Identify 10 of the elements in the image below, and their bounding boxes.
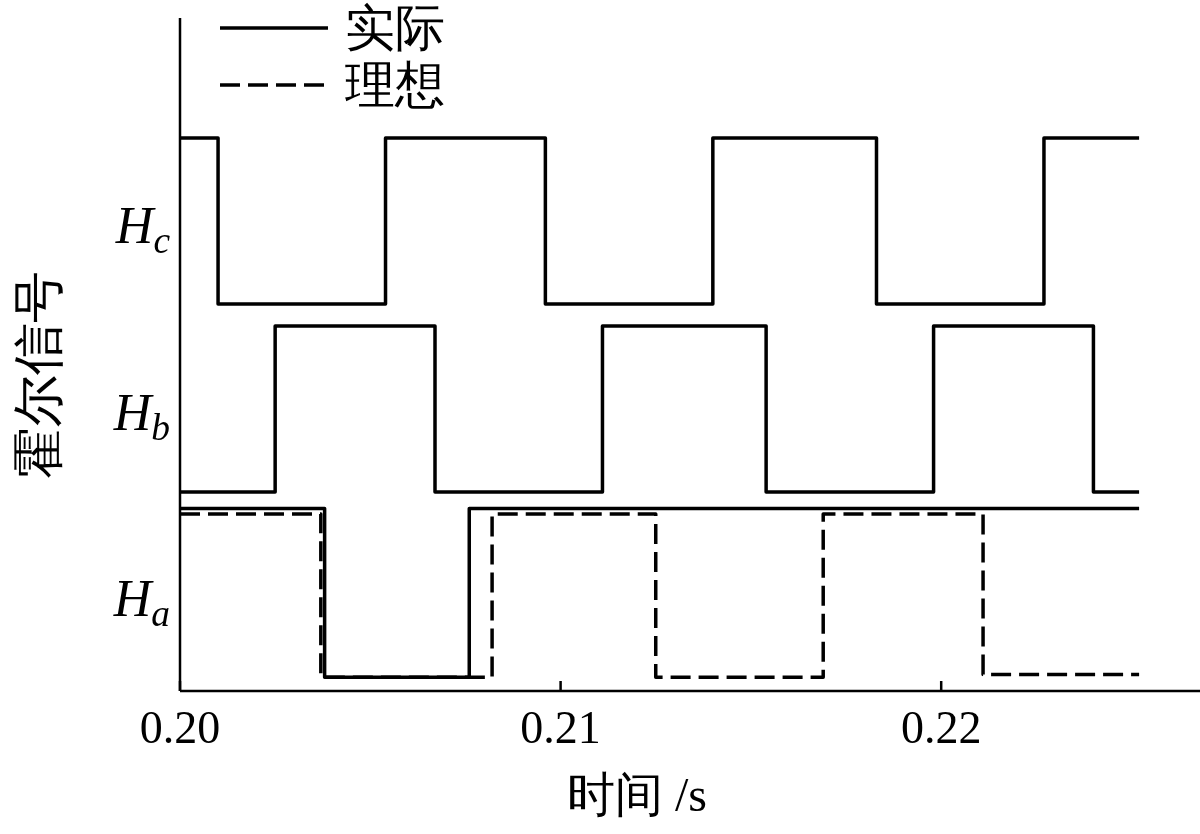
x-axis-title: 时间 /s [566,768,708,821]
legend-label: 理想 [345,57,445,113]
x-tick-label: 0.22 [900,702,982,753]
text: H$_{a}$ [112,569,170,635]
legend-label: 实际 [345,0,445,56]
text: H$_{b}$ [112,383,170,448]
x-tick-label: 0.20 [139,702,221,753]
text: H$_{c}$ [114,196,171,262]
y-axis-title: 霍尔信号 [9,270,67,479]
x-tick-label: 0.21 [520,702,601,753]
